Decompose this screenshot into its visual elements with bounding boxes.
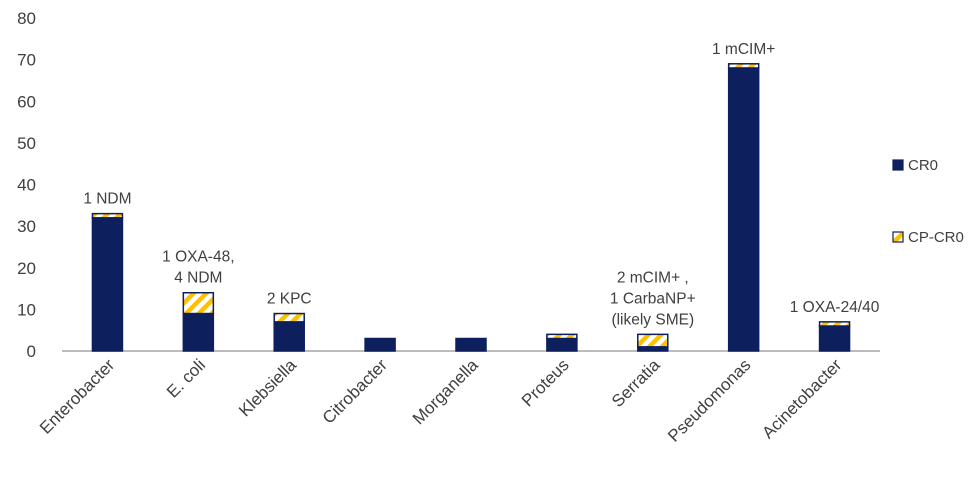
data-annotation: 1 OXA-24/40 <box>790 299 880 316</box>
data-annotation: 2 KPC <box>267 291 312 308</box>
bar-cro-klebsiella <box>274 322 304 351</box>
annotation-line: 2 KPC <box>267 291 312 308</box>
bar-cro-citrobacter <box>365 339 395 351</box>
data-annotation: 1 mCIM+ <box>712 41 775 58</box>
annotation-line: 1 OXA-24/40 <box>790 299 880 316</box>
x-tick-label: Enterobacter <box>36 355 119 438</box>
annotation-line: (likely SME) <box>611 311 694 328</box>
bar-cp-cro-serratia <box>638 334 668 346</box>
y-tick-label: 50 <box>17 134 36 153</box>
x-tick-label: Serratia <box>608 355 664 411</box>
bar-cp-cro-proteus <box>547 334 577 338</box>
bar-cp-cro-pseudomonas <box>729 64 759 68</box>
annotation-line: 1 NDM <box>83 191 131 208</box>
y-tick-label: 70 <box>17 51 36 70</box>
x-tick-label: E. coli <box>163 355 209 401</box>
annotation-line: 1 mCIM+ <box>712 41 775 58</box>
y-tick-label: 40 <box>17 176 36 195</box>
legend-label: CR0 <box>908 157 938 174</box>
x-tick-label: Pseudomonas <box>664 355 754 445</box>
y-tick-label: 80 <box>17 9 36 28</box>
y-tick-label: 0 <box>27 342 36 361</box>
y-tick-label: 20 <box>17 259 36 278</box>
x-tick-label: Proteus <box>518 355 573 410</box>
bars <box>92 64 849 351</box>
x-tick-label: Morganella <box>409 355 482 428</box>
data-annotation: 1 NDM <box>83 191 131 208</box>
bar-cro-proteus <box>547 339 577 351</box>
data-annotation: 2 mCIM+ , 1 CarbaNP+ (likely SME) <box>610 269 696 328</box>
bar-cp-cro-enterobacter <box>92 214 122 218</box>
bar-cp-cro-klebsiella <box>274 314 304 322</box>
y-tick-label: 60 <box>17 92 36 111</box>
x-axis-labels: Enterobacter E. coli Klebsiella Citrobacter… <box>36 355 846 446</box>
annotation-line: 1 CarbaNP+ <box>610 290 696 307</box>
legend-swatch <box>893 160 903 170</box>
legend-swatch <box>893 232 903 242</box>
legend: CR0 CP-CR0 <box>893 157 964 246</box>
legend-label: CP-CR0 <box>908 229 964 246</box>
y-tick-label: 10 <box>17 300 36 319</box>
x-tick-label: Klebsiella <box>235 355 300 420</box>
annotations: 1 NDM 1 OXA-48, 4 NDM 2 KPC 2 mCIM+ , 1 Carba… <box>83 41 879 329</box>
y-axis: 0 10 20 30 40 50 60 70 80 <box>17 9 36 361</box>
bar-cro-pseudomonas <box>729 68 759 351</box>
bar-cro-enterobacter <box>92 218 122 351</box>
x-tick-label: Citrobacter <box>319 355 391 427</box>
data-annotation: 1 OXA-48, 4 NDM <box>162 249 234 287</box>
bar-cro-e-coli <box>183 314 213 351</box>
bar-cp-cro-acinetobacter <box>820 322 850 326</box>
annotation-line: 2 mCIM+ , <box>617 269 689 286</box>
bar-cp-cro-e-coli <box>183 293 213 314</box>
bar-cro-acinetobacter <box>820 326 850 351</box>
annotation-line: 4 NDM <box>174 270 222 287</box>
bar-cro-morganella <box>456 339 486 351</box>
annotation-line: 1 OXA-48, <box>162 249 234 266</box>
y-tick-label: 30 <box>17 217 36 236</box>
x-tick-label: Acinetobacter <box>758 355 845 442</box>
